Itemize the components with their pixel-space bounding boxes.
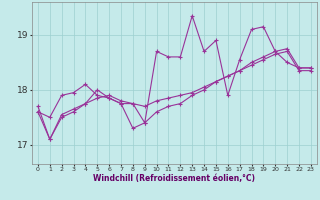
X-axis label: Windchill (Refroidissement éolien,°C): Windchill (Refroidissement éolien,°C): [93, 174, 255, 183]
